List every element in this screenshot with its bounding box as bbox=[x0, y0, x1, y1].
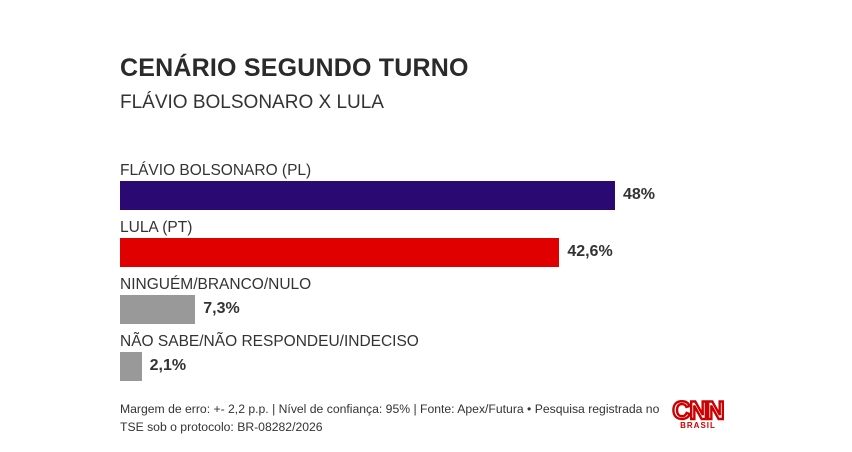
value-label: 48% bbox=[623, 186, 656, 203]
bar bbox=[120, 295, 196, 324]
cnn-brasil-logo: CNN BRASIL bbox=[672, 397, 724, 433]
footnote: Margem de erro: +- 2,2 p.p. | Nível de c… bbox=[120, 402, 660, 434]
bar bbox=[120, 181, 615, 210]
category-label: LULA (PT) bbox=[120, 219, 193, 236]
category-label: FLÁVIO BOLSONARO (PL) bbox=[120, 162, 312, 179]
chart-title: CENÁRIO SEGUNDO TURNO bbox=[120, 54, 469, 82]
value-label: 42,6% bbox=[567, 243, 613, 260]
cnn-logo-wordmark: CNN bbox=[672, 397, 723, 423]
category-label: NÃO SABE/NÃO RESPONDEU/INDECISO bbox=[120, 333, 419, 350]
value-label: 2,1% bbox=[149, 357, 187, 374]
category-label: NINGUÉM/BRANCO/NULO bbox=[120, 276, 312, 293]
value-label: 7,3% bbox=[203, 300, 240, 317]
bar bbox=[120, 238, 560, 267]
chart-subtitle: FLÁVIO BOLSONARO X LULA bbox=[120, 92, 384, 113]
bar bbox=[120, 352, 142, 381]
cnn-logo-icon: CNN bbox=[672, 397, 724, 423]
logo-subtext: BRASIL bbox=[680, 421, 716, 430]
